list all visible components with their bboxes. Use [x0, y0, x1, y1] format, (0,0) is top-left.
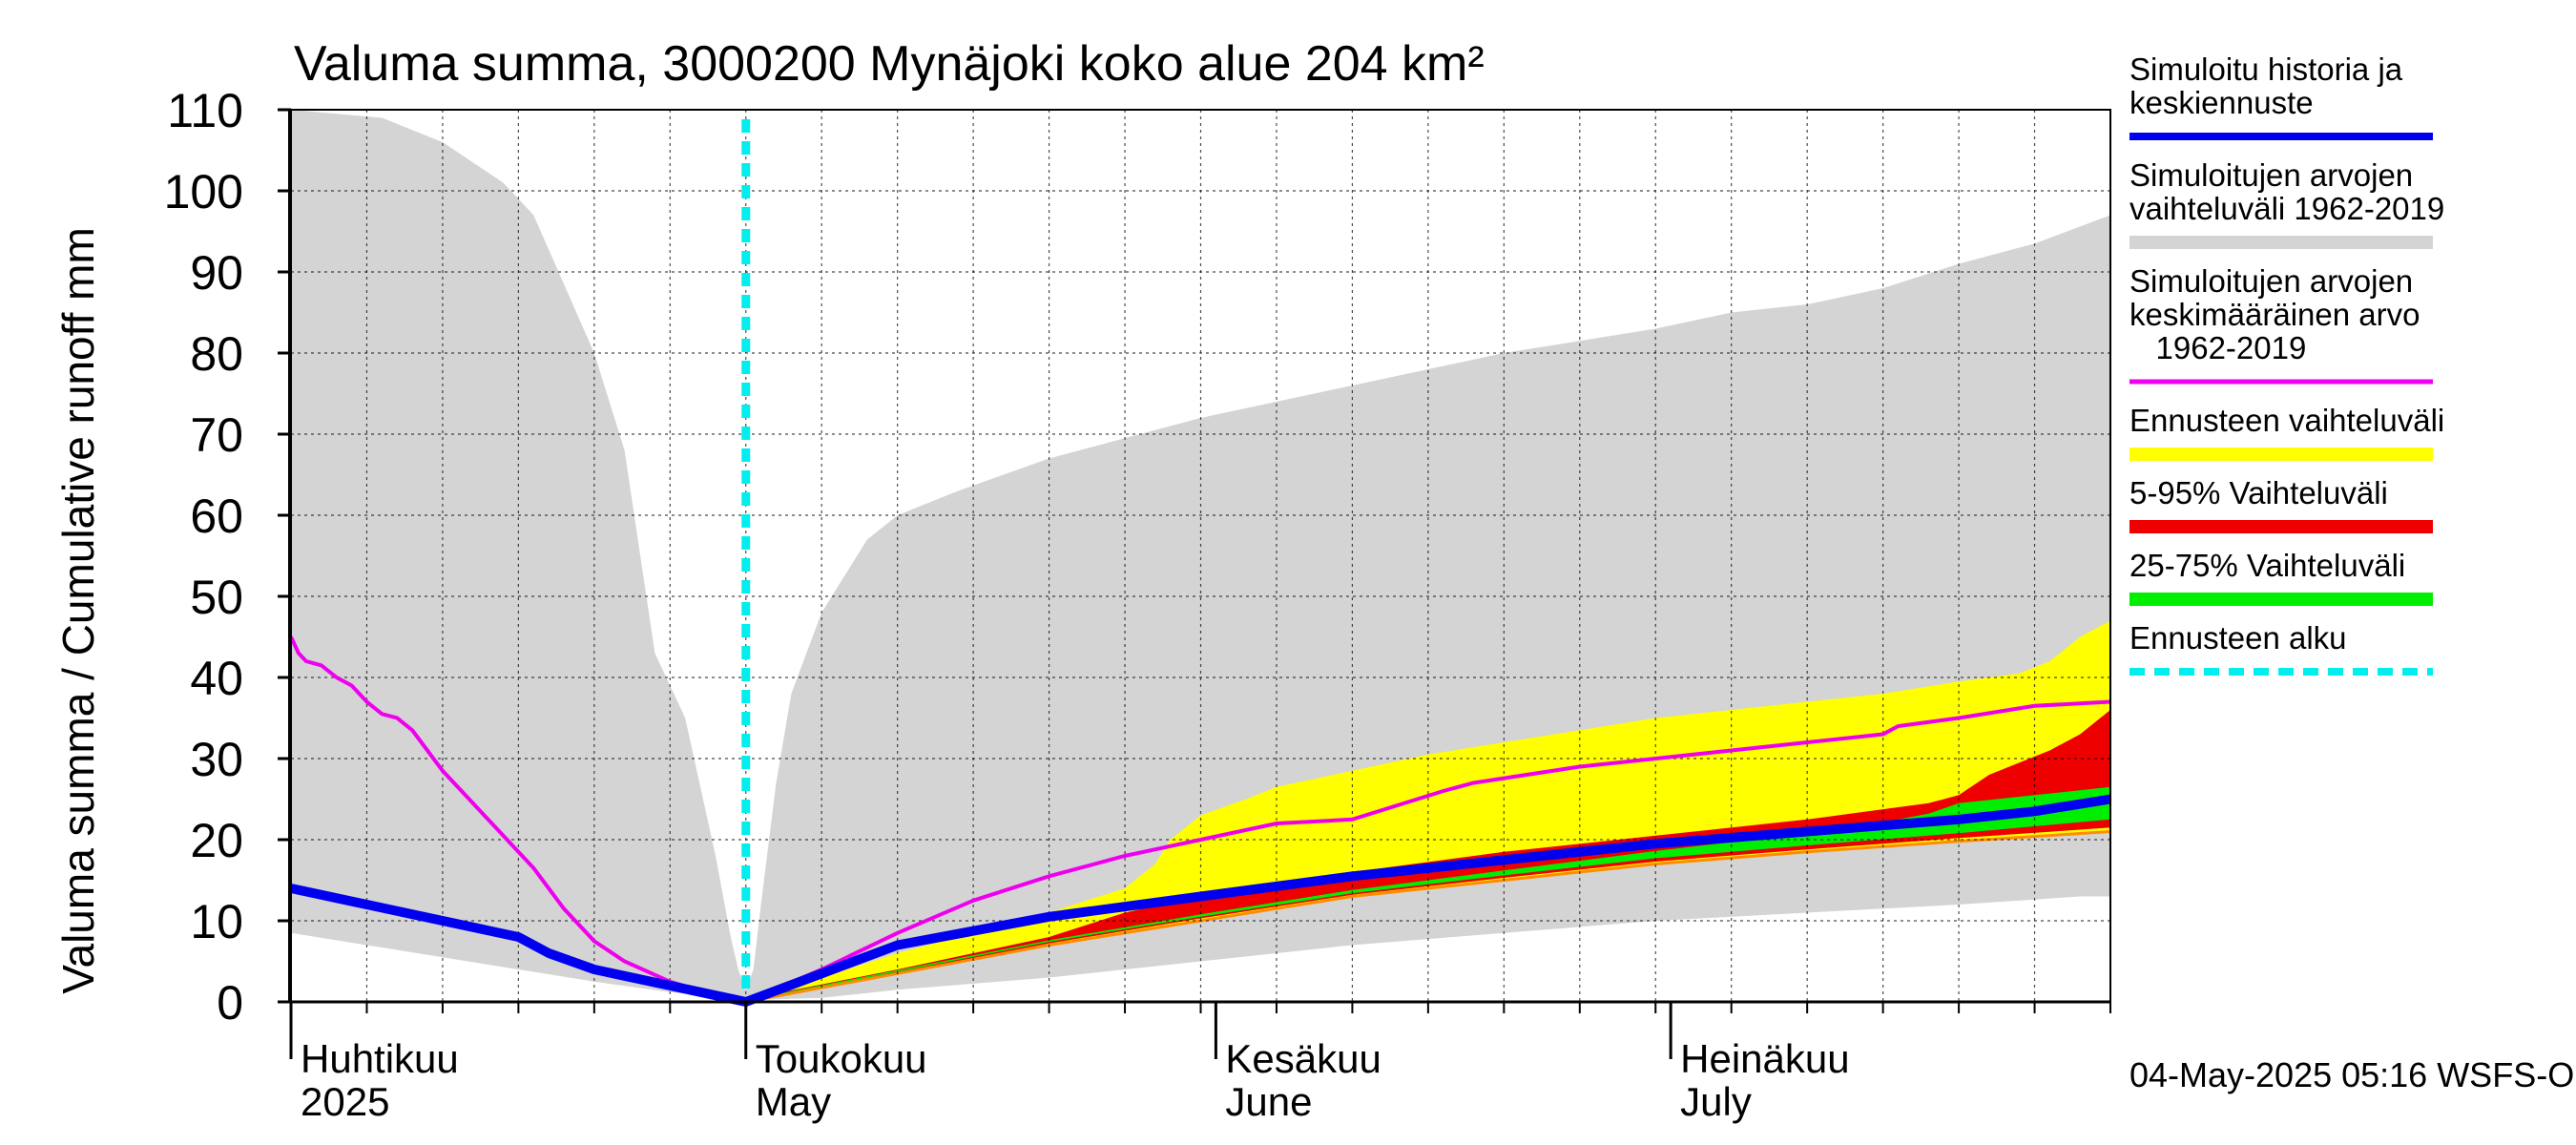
y-tick-label: 60 [190, 489, 243, 543]
y-tick-label: 30 [190, 733, 243, 786]
x-month-sublabel: June [1225, 1079, 1312, 1124]
legend-label: vaihteluväli 1962-2019 [2129, 191, 2444, 226]
series-lines [289, 119, 2111, 1007]
legend-label: Simuloitu historia ja [2129, 52, 2403, 87]
legend-label: 1962-2019 [2129, 330, 2306, 365]
x-month-sublabel: May [756, 1079, 831, 1124]
footer-timestamp: 04-May-2025 05:16 WSFS-O [2129, 1055, 2574, 1094]
legend-label: keskiennuste [2129, 85, 2314, 120]
x-month-sublabel: July [1680, 1079, 1752, 1124]
y-tick-label: 80 [190, 327, 243, 381]
x-month-label: Toukokuu [756, 1036, 927, 1081]
y-tick-label: 40 [190, 652, 243, 705]
x-month-sublabel: 2025 [301, 1079, 389, 1124]
legend-label: Ennusteen alku [2129, 620, 2347, 656]
legend-label: 25-75% Vaihteluväli [2129, 548, 2405, 583]
y-tick-label: 70 [190, 408, 243, 462]
x-month-label: Kesäkuu [1225, 1036, 1381, 1081]
y-axis-label: Valuma summa / Cumulative runoff mm [53, 227, 103, 994]
legend-label: Simuloitujen arvojen [2129, 263, 2413, 299]
legend-label: Ennusteen vaihteluväli [2129, 403, 2444, 438]
x-month-label: Huhtikuu [301, 1036, 459, 1081]
y-tick-label: 50 [190, 571, 243, 624]
y-tick-label: 100 [164, 165, 243, 219]
y-tick-label: 110 [167, 84, 243, 137]
x-month-label: Heinäkuu [1680, 1036, 1849, 1081]
legend-label: 5-95% Vaihteluväli [2129, 475, 2388, 510]
history-forecast-line [289, 794, 2111, 1007]
y-tick-label: 20 [190, 814, 243, 867]
p5-p95-band [745, 710, 2110, 1002]
legend-label: Simuloitujen arvojen [2129, 157, 2413, 193]
y-tick-label: 0 [217, 976, 243, 1030]
chart-title: Valuma summa, 3000200 Mynäjoki koko alue… [294, 36, 1485, 92]
y-tick-label: 90 [190, 246, 243, 300]
y-tick-label: 10 [190, 895, 243, 948]
p25-p75-band [745, 786, 2110, 1002]
legend-label: keskimääräinen arvo [2129, 297, 2420, 332]
